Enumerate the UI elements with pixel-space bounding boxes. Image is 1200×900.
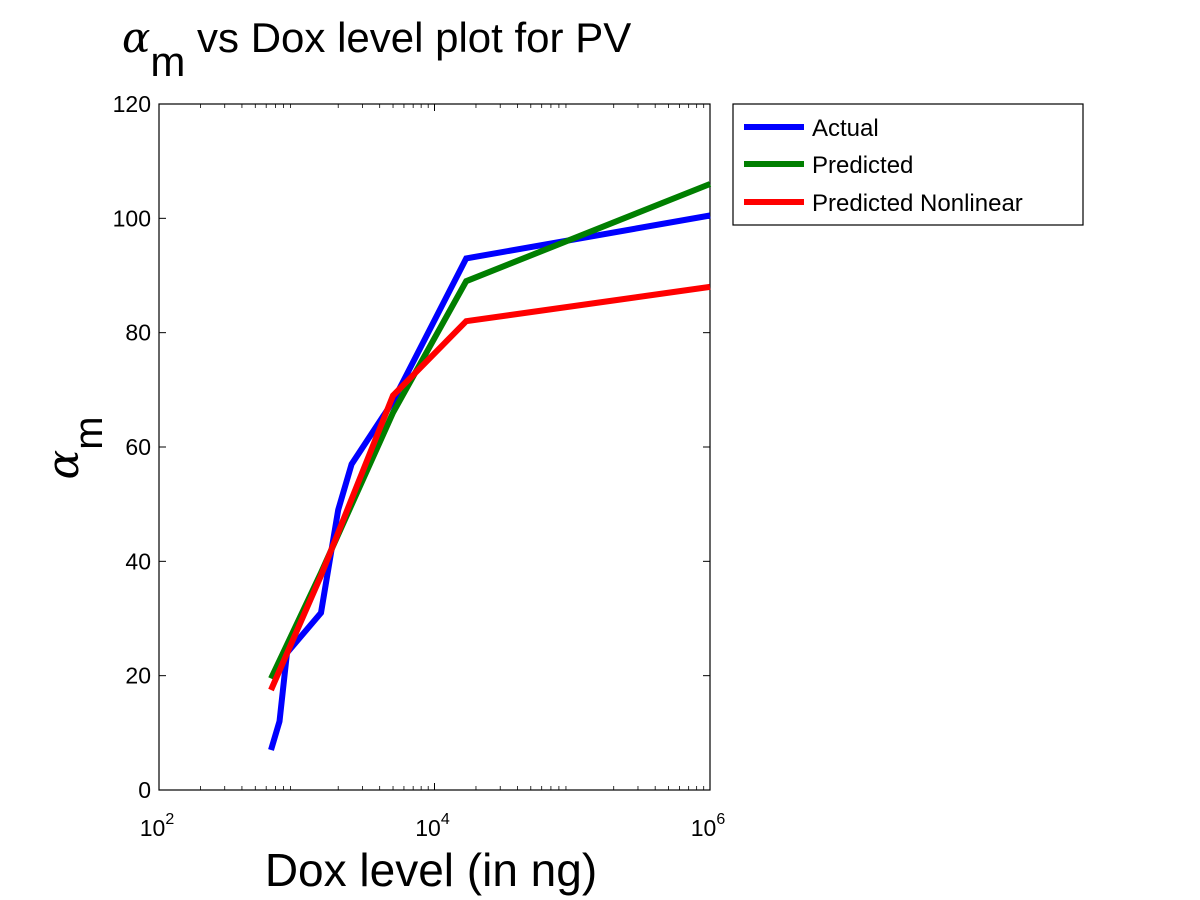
svg-text:αm: αm	[38, 416, 111, 479]
y-tick-label: 20	[125, 663, 151, 689]
axis-ticks: 0 20 40 60 80 100 120 102 104 106	[113, 91, 726, 841]
x-tick-label: 104	[415, 811, 450, 841]
series-lines	[268, 181, 712, 751]
x-tick-label: 102	[140, 811, 175, 841]
x-tick-label: 106	[691, 811, 726, 841]
y-tick-label: 0	[138, 777, 151, 803]
title-subscript: m	[150, 38, 185, 85]
series-line-actual	[268, 212, 711, 751]
title-text: vs Dox level plot for PV	[185, 14, 631, 61]
y-tick-label: 40	[125, 548, 151, 574]
chart-title: αm vs Dox level plot for PV	[122, 13, 631, 85]
y-axis-label: αm	[38, 416, 111, 479]
x-axis-label: Dox level (in ng)	[265, 844, 597, 896]
ylabel-alpha-symbol: α	[38, 450, 89, 480]
title-alpha-symbol: α	[122, 13, 150, 62]
plot-area	[158, 103, 711, 791]
y-tick-label: 60	[125, 434, 151, 460]
ylabel-subscript: m	[67, 416, 111, 449]
y-tick-label: 80	[125, 320, 151, 346]
legend: Actual Predicted Predicted Nonlinear	[732, 103, 1084, 226]
legend-label-predicted-nonlinear: Predicted Nonlinear	[812, 190, 1023, 217]
series-line-predicted-nonlinear	[268, 283, 711, 692]
y-tick-label: 120	[113, 91, 151, 117]
legend-label-actual: Actual	[812, 115, 879, 142]
y-tick-label: 100	[113, 205, 151, 231]
legend-label-predicted: Predicted	[812, 152, 913, 179]
